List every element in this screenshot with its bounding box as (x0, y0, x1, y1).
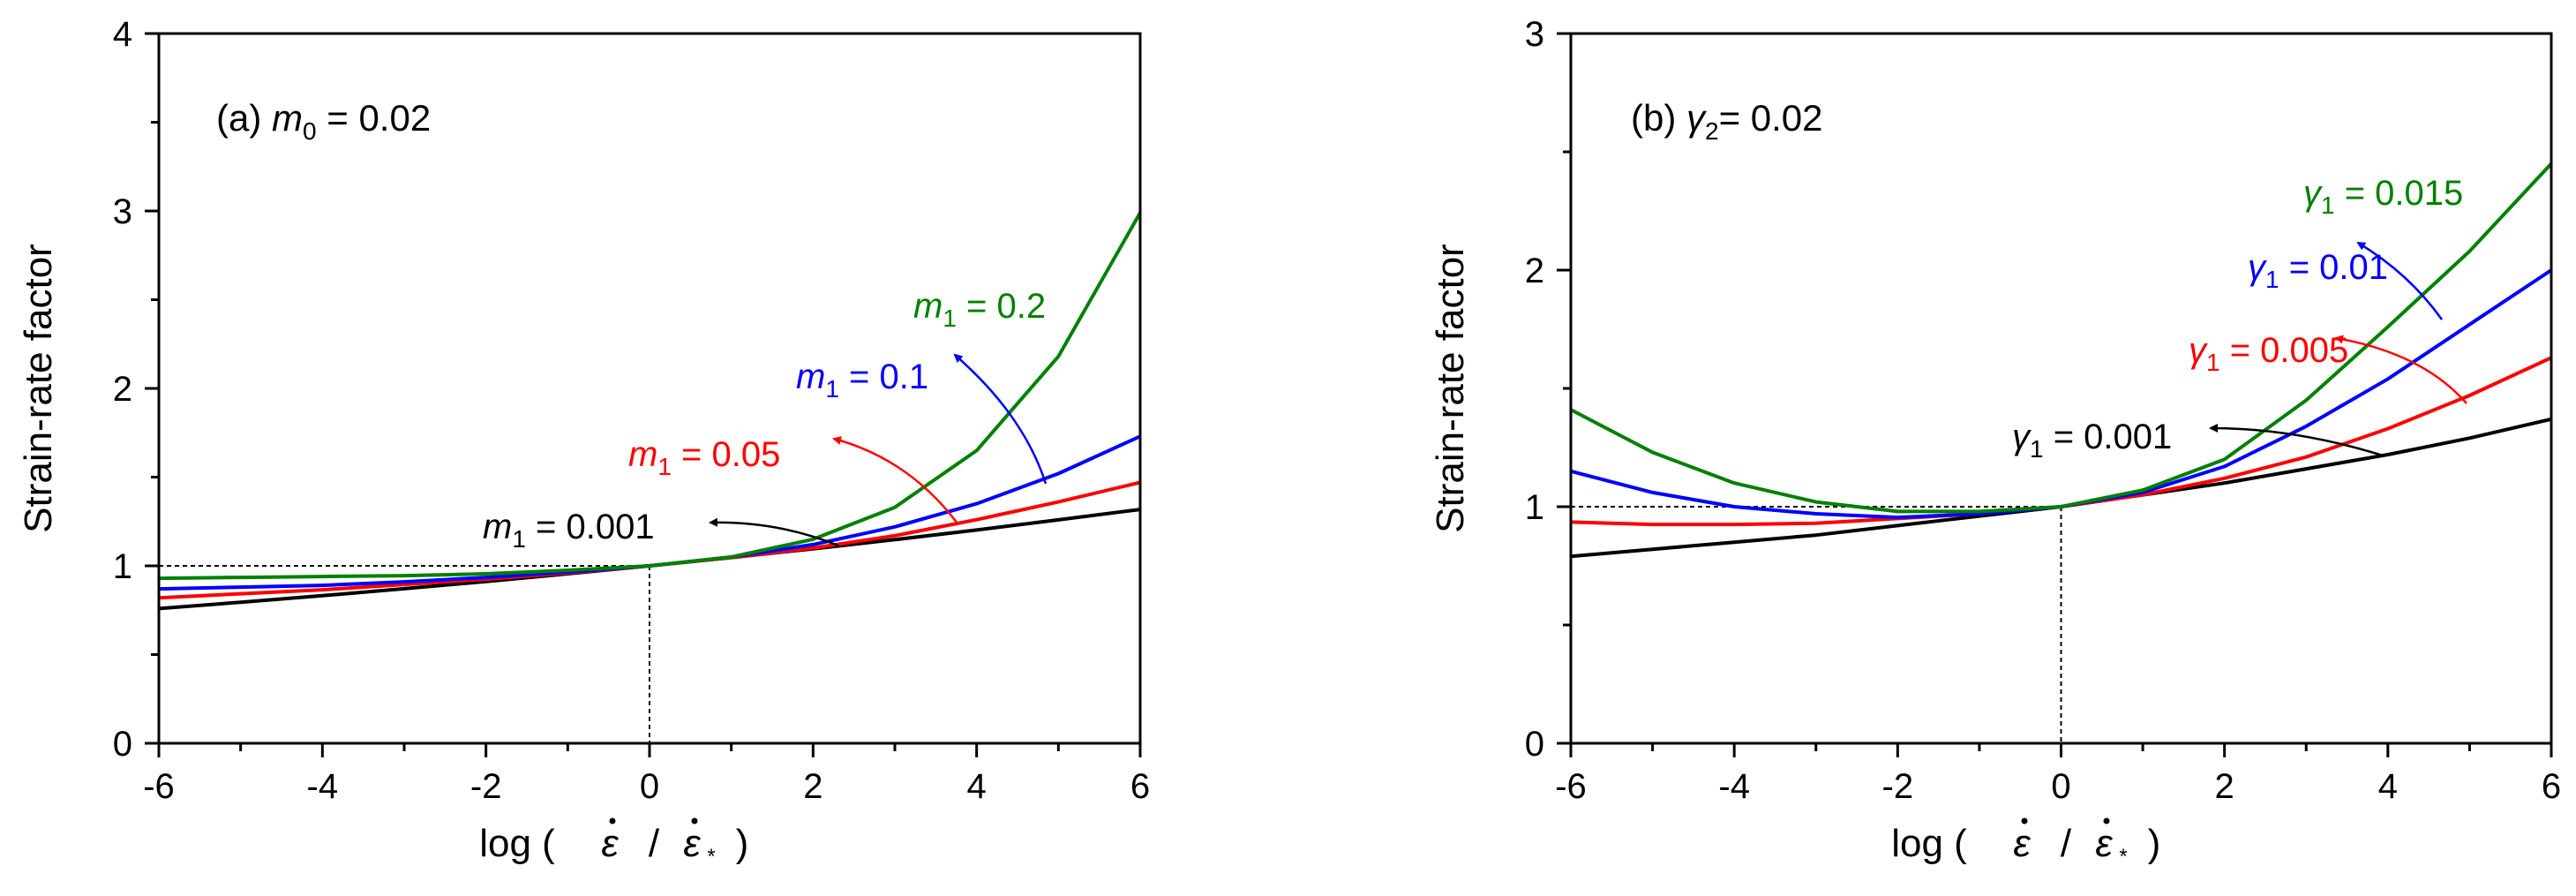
y-tick-label: 0 (1525, 725, 1544, 764)
annotation-value: = 0.2 (957, 287, 1046, 326)
panel-label-prefix: (a) (216, 97, 272, 139)
panel-label: (a) m0 = 0.02 (216, 97, 431, 145)
panel-label-var: γ (1686, 97, 1707, 139)
x-tick-label: 0 (640, 767, 659, 806)
x-axis-title-log: log ( (479, 822, 555, 865)
panel-label-rest: = 0.02 (1719, 97, 1823, 139)
annotation-var: m (913, 287, 943, 326)
annotation-sub: 1 (2030, 435, 2044, 463)
series-annotation-4: γ1 = 0.001 (2012, 418, 2172, 463)
x-axis-title-denominator-sub: * (707, 845, 715, 869)
annotation-var: γ (2248, 248, 2267, 287)
dot-accent-numerator (609, 817, 616, 824)
y-tick-label: 3 (1525, 15, 1544, 54)
panel-label-sub: 0 (303, 117, 317, 145)
x-axis-title: log (ε / ε *) (479, 817, 749, 869)
x-axis-title-close: ) (736, 822, 749, 865)
panel-label-rest: = 0.02 (317, 97, 432, 139)
y-axis-title: Strain-rate factor (17, 244, 60, 533)
x-tick-label: -6 (143, 767, 175, 806)
panel-label-sub: 2 (1705, 117, 1719, 145)
x-axis-title-slash: / (649, 822, 660, 865)
x-tick-label: 4 (967, 767, 987, 806)
y-tick-label: 4 (113, 15, 132, 54)
y-tick-label: 2 (1525, 252, 1544, 290)
x-axis-title-denominator: ε (2095, 822, 2113, 865)
annotation-sub: 1 (943, 305, 957, 332)
x-tick-label: 4 (2378, 767, 2398, 806)
y-tick-label: 2 (113, 370, 132, 409)
panel-label-prefix: (b) (1631, 97, 1686, 139)
annotation-arrow (709, 517, 839, 547)
x-tick-label: 6 (2542, 767, 2561, 806)
panel-label-var: m (272, 97, 303, 139)
x-tick-label: 0 (2051, 767, 2070, 806)
annotation-var: m (796, 358, 825, 396)
series-annotation-3: m1 = 0.05 (628, 435, 780, 480)
annotation-arrow (2356, 241, 2444, 320)
annotation-var: γ (2189, 331, 2208, 370)
x-tick-label: -4 (1718, 767, 1750, 806)
x-tick-label: -2 (470, 767, 502, 806)
annotation-arrow (953, 353, 1048, 485)
annotation-value: = 0.005 (2220, 331, 2349, 370)
dot-accent-denominator (2103, 817, 2110, 824)
x-axis-title-close: ) (2148, 822, 2161, 865)
x-tick-label: 2 (2215, 767, 2234, 806)
annotation-arrow (2209, 424, 2384, 457)
y-tick-label: 1 (113, 547, 132, 586)
annotation-sub: 1 (657, 453, 672, 480)
annotation-value: = 0.05 (672, 435, 780, 474)
x-axis-title-log: log ( (1891, 822, 1967, 865)
annotation-sub: 1 (2321, 192, 2335, 219)
annotation-arrow (2334, 335, 2467, 404)
x-axis-title-denominator-sub: * (2119, 845, 2127, 869)
annotation-sub: 1 (2206, 349, 2220, 376)
annotation-var: m (483, 508, 512, 546)
x-axis-title-denominator: ε (683, 822, 701, 865)
series-annotation-1: γ1 = 0.015 (2303, 174, 2463, 219)
series-line-4 (1570, 162, 2553, 514)
series-annotation-4: m1 = 0.001 (483, 508, 655, 553)
y-tick-label: 3 (113, 192, 132, 231)
series-annotation-1: m1 = 0.2 (913, 287, 1046, 332)
annotation-value: = 0.1 (839, 358, 928, 396)
x-axis-title-numerator: ε (2013, 822, 2031, 865)
annotation-var: γ (2303, 174, 2323, 213)
annotation-var: γ (2012, 418, 2032, 456)
series-annotation-2: m1 = 0.1 (796, 358, 928, 403)
annotation-value: = 0.01 (2279, 248, 2388, 287)
x-axis-title-slash: / (2061, 822, 2072, 865)
x-axis-title: log (ε / ε *) (1891, 817, 2161, 869)
series-annotation-3: γ1 = 0.005 (2189, 331, 2348, 376)
x-tick-label: 2 (803, 767, 822, 806)
annotation-var: m (628, 435, 657, 474)
x-tick-label: -6 (1555, 767, 1587, 806)
x-axis-title-numerator: ε (601, 822, 619, 865)
panel-label: (b) γ2= 0.02 (1631, 97, 1823, 145)
series-line-4 (158, 212, 1142, 581)
annotation-value: = 0.015 (2335, 174, 2464, 213)
y-tick-label: 1 (1525, 488, 1544, 527)
x-tick-label: -4 (307, 767, 339, 806)
annotation-value: = 0.001 (2044, 418, 2173, 456)
dot-accent-numerator (2021, 817, 2028, 824)
annotation-sub: 1 (825, 375, 839, 403)
series-annotation-2: γ1 = 0.01 (2248, 248, 2388, 293)
annotation-arrow (832, 436, 958, 524)
y-axis-title: Strain-rate factor (1429, 244, 1472, 533)
y-tick-label: 0 (113, 725, 132, 764)
x-tick-label: 6 (1130, 767, 1150, 806)
series-line-3 (1570, 268, 2553, 520)
annotation-sub: 1 (2265, 266, 2279, 293)
annotation-sub: 1 (512, 525, 526, 553)
dot-accent-denominator (691, 817, 698, 824)
x-tick-label: -2 (1882, 767, 1914, 806)
annotation-value: = 0.001 (526, 508, 655, 546)
